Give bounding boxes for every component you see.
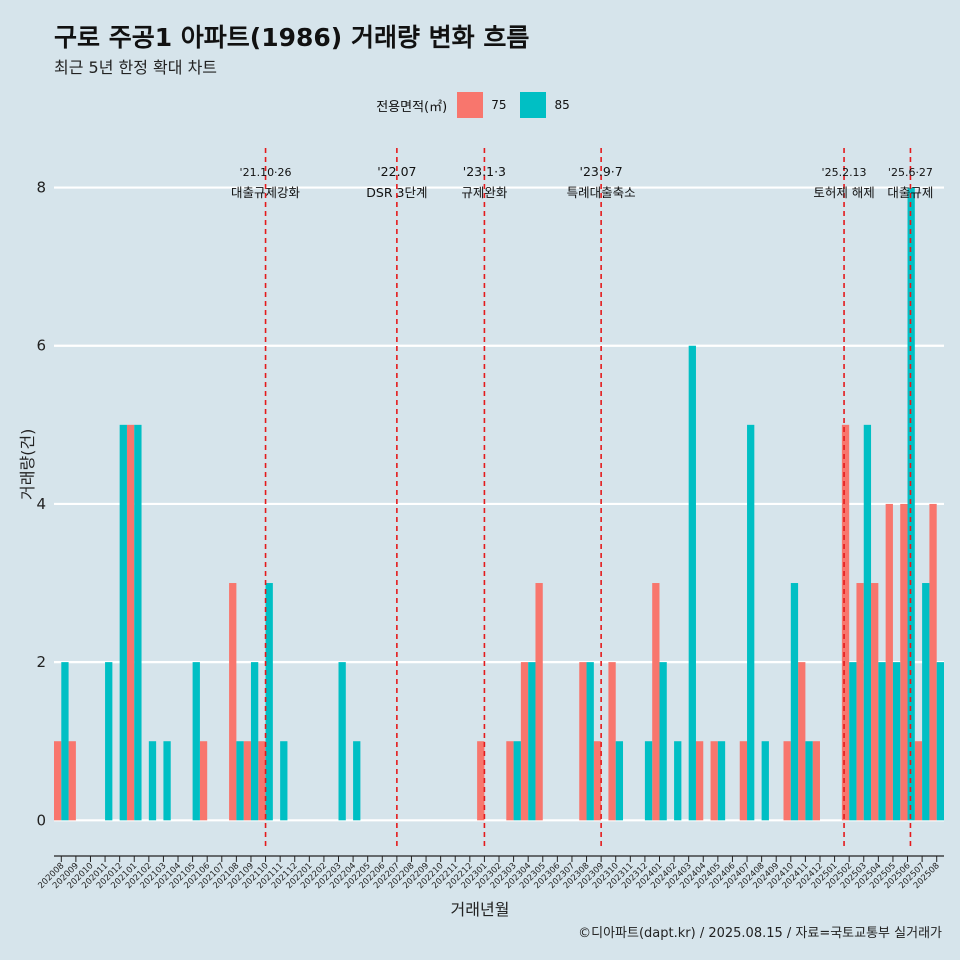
event-date-label: '22.07 (377, 164, 416, 179)
bar-85-202105 (192, 662, 200, 821)
bar-75-202502 (841, 424, 850, 821)
bar-85-202312 (644, 741, 653, 821)
event-date-label: '23.9·7 (580, 164, 623, 179)
bar-85-202204 (353, 741, 361, 821)
y-tick-label: 4 (36, 495, 46, 513)
bar-75-202301 (477, 741, 485, 821)
bar-75-202305 (535, 583, 543, 821)
bar-75-202404 (695, 741, 704, 821)
chart-subtitle: 최근 5년 한정 확대 차트 (54, 58, 218, 77)
bar-75-202009 (68, 741, 76, 821)
bar-75-202507 (914, 741, 923, 821)
legend: 전용면적(㎡) 75 85 (0, 92, 960, 118)
bar-75-202405 (710, 741, 718, 821)
bar-75-202401 (652, 583, 660, 821)
bar-75-202505 (885, 503, 893, 821)
bar-85-202111 (280, 741, 288, 821)
y-tick-label: 6 (36, 337, 46, 355)
event-date-label: '23.1·3 (463, 164, 506, 179)
x-axis-label: 거래년월 (450, 900, 510, 919)
bar-85-202310 (615, 741, 624, 821)
event-name-label: 토허제 해제 (813, 185, 874, 200)
source-caption: ©디아파트(dapt.kr) / 2025.08.15 / 자료=국토교통부 실… (578, 926, 942, 941)
bar-85-202101 (134, 424, 142, 821)
bar-75-202503 (856, 583, 864, 821)
bar-85-202401 (659, 662, 667, 821)
bar-85-202408 (761, 741, 769, 821)
bar-85-202403 (688, 345, 696, 821)
y-tick-label: 0 (36, 811, 46, 829)
bar-75-202410 (783, 741, 791, 821)
bar-75-202106 (199, 741, 208, 821)
bar-85-202508 (936, 662, 944, 821)
bar-85-202308 (586, 662, 594, 821)
bar-75-202309 (593, 741, 602, 821)
bar-85-202012 (119, 424, 127, 821)
event-name-label: DSR 3단계 (366, 185, 427, 200)
legend-label-75: 75 (491, 98, 507, 112)
bar-75-202506 (900, 503, 908, 821)
bar-85-202203 (338, 662, 346, 821)
bar-85-202505 (892, 662, 901, 821)
bar-75-202108 (229, 583, 237, 821)
bar-75-202310 (608, 662, 616, 821)
bar-75-202504 (871, 583, 879, 821)
bar-75-202411 (798, 662, 806, 821)
bar-85-202008 (61, 662, 69, 821)
bar-85-202109 (250, 662, 259, 821)
bar-85-202410 (790, 583, 799, 821)
bar-85-202011 (105, 662, 113, 821)
bar-85-202503 (863, 424, 872, 821)
bar-85-202405 (717, 741, 726, 821)
bar-85-202108 (236, 741, 244, 821)
bar-85-202304 (528, 662, 536, 821)
bar-75-202412 (812, 741, 820, 821)
event-date-label: '21.10·26 (240, 166, 292, 179)
bar-75-202101 (126, 424, 135, 821)
bar-85-202504 (878, 662, 886, 821)
bar-75-202508 (929, 503, 937, 821)
bar-85-202110 (265, 583, 273, 821)
event-name-label: 대출규제 (887, 185, 933, 200)
legend-key-85 (520, 92, 547, 118)
bar-75-202109 (243, 741, 251, 821)
event-date-label: '25.6·27 (888, 166, 933, 179)
bar-85-202102 (148, 741, 157, 821)
legend-key-75 (457, 92, 484, 118)
bar-85-202407 (747, 424, 755, 821)
chart-title: 구로 주공1 아파트(1986) 거래량 변화 흐름 (54, 23, 530, 52)
y-axis-label: 거래량(건) (18, 428, 37, 500)
bar-75-202308 (579, 662, 587, 821)
y-tick-label: 8 (36, 179, 46, 197)
event-name-label: 대출규제강화 (231, 185, 301, 200)
event-name-label: 특례대출축소 (567, 185, 636, 200)
bar-75-202304 (520, 662, 529, 821)
bar-85-202103 (163, 741, 171, 821)
y-tick-label: 2 (36, 653, 46, 671)
bar-85-202303 (513, 741, 521, 821)
bar-85-202411 (805, 741, 813, 821)
event-name-label: 규제완화 (461, 185, 508, 200)
bar-85-202402 (674, 741, 682, 821)
bar-75-202008 (54, 741, 62, 821)
bar-85-202507 (922, 583, 930, 821)
bar-75-202407 (739, 741, 748, 821)
legend-title: 전용면적(㎡) (376, 99, 448, 115)
bar-75-202110 (258, 741, 266, 821)
event-date-label: '25.2.13 (822, 166, 867, 179)
legend-label-85: 85 (554, 98, 570, 112)
bar-85-202502 (849, 662, 857, 821)
bar-75-202303 (506, 741, 514, 821)
